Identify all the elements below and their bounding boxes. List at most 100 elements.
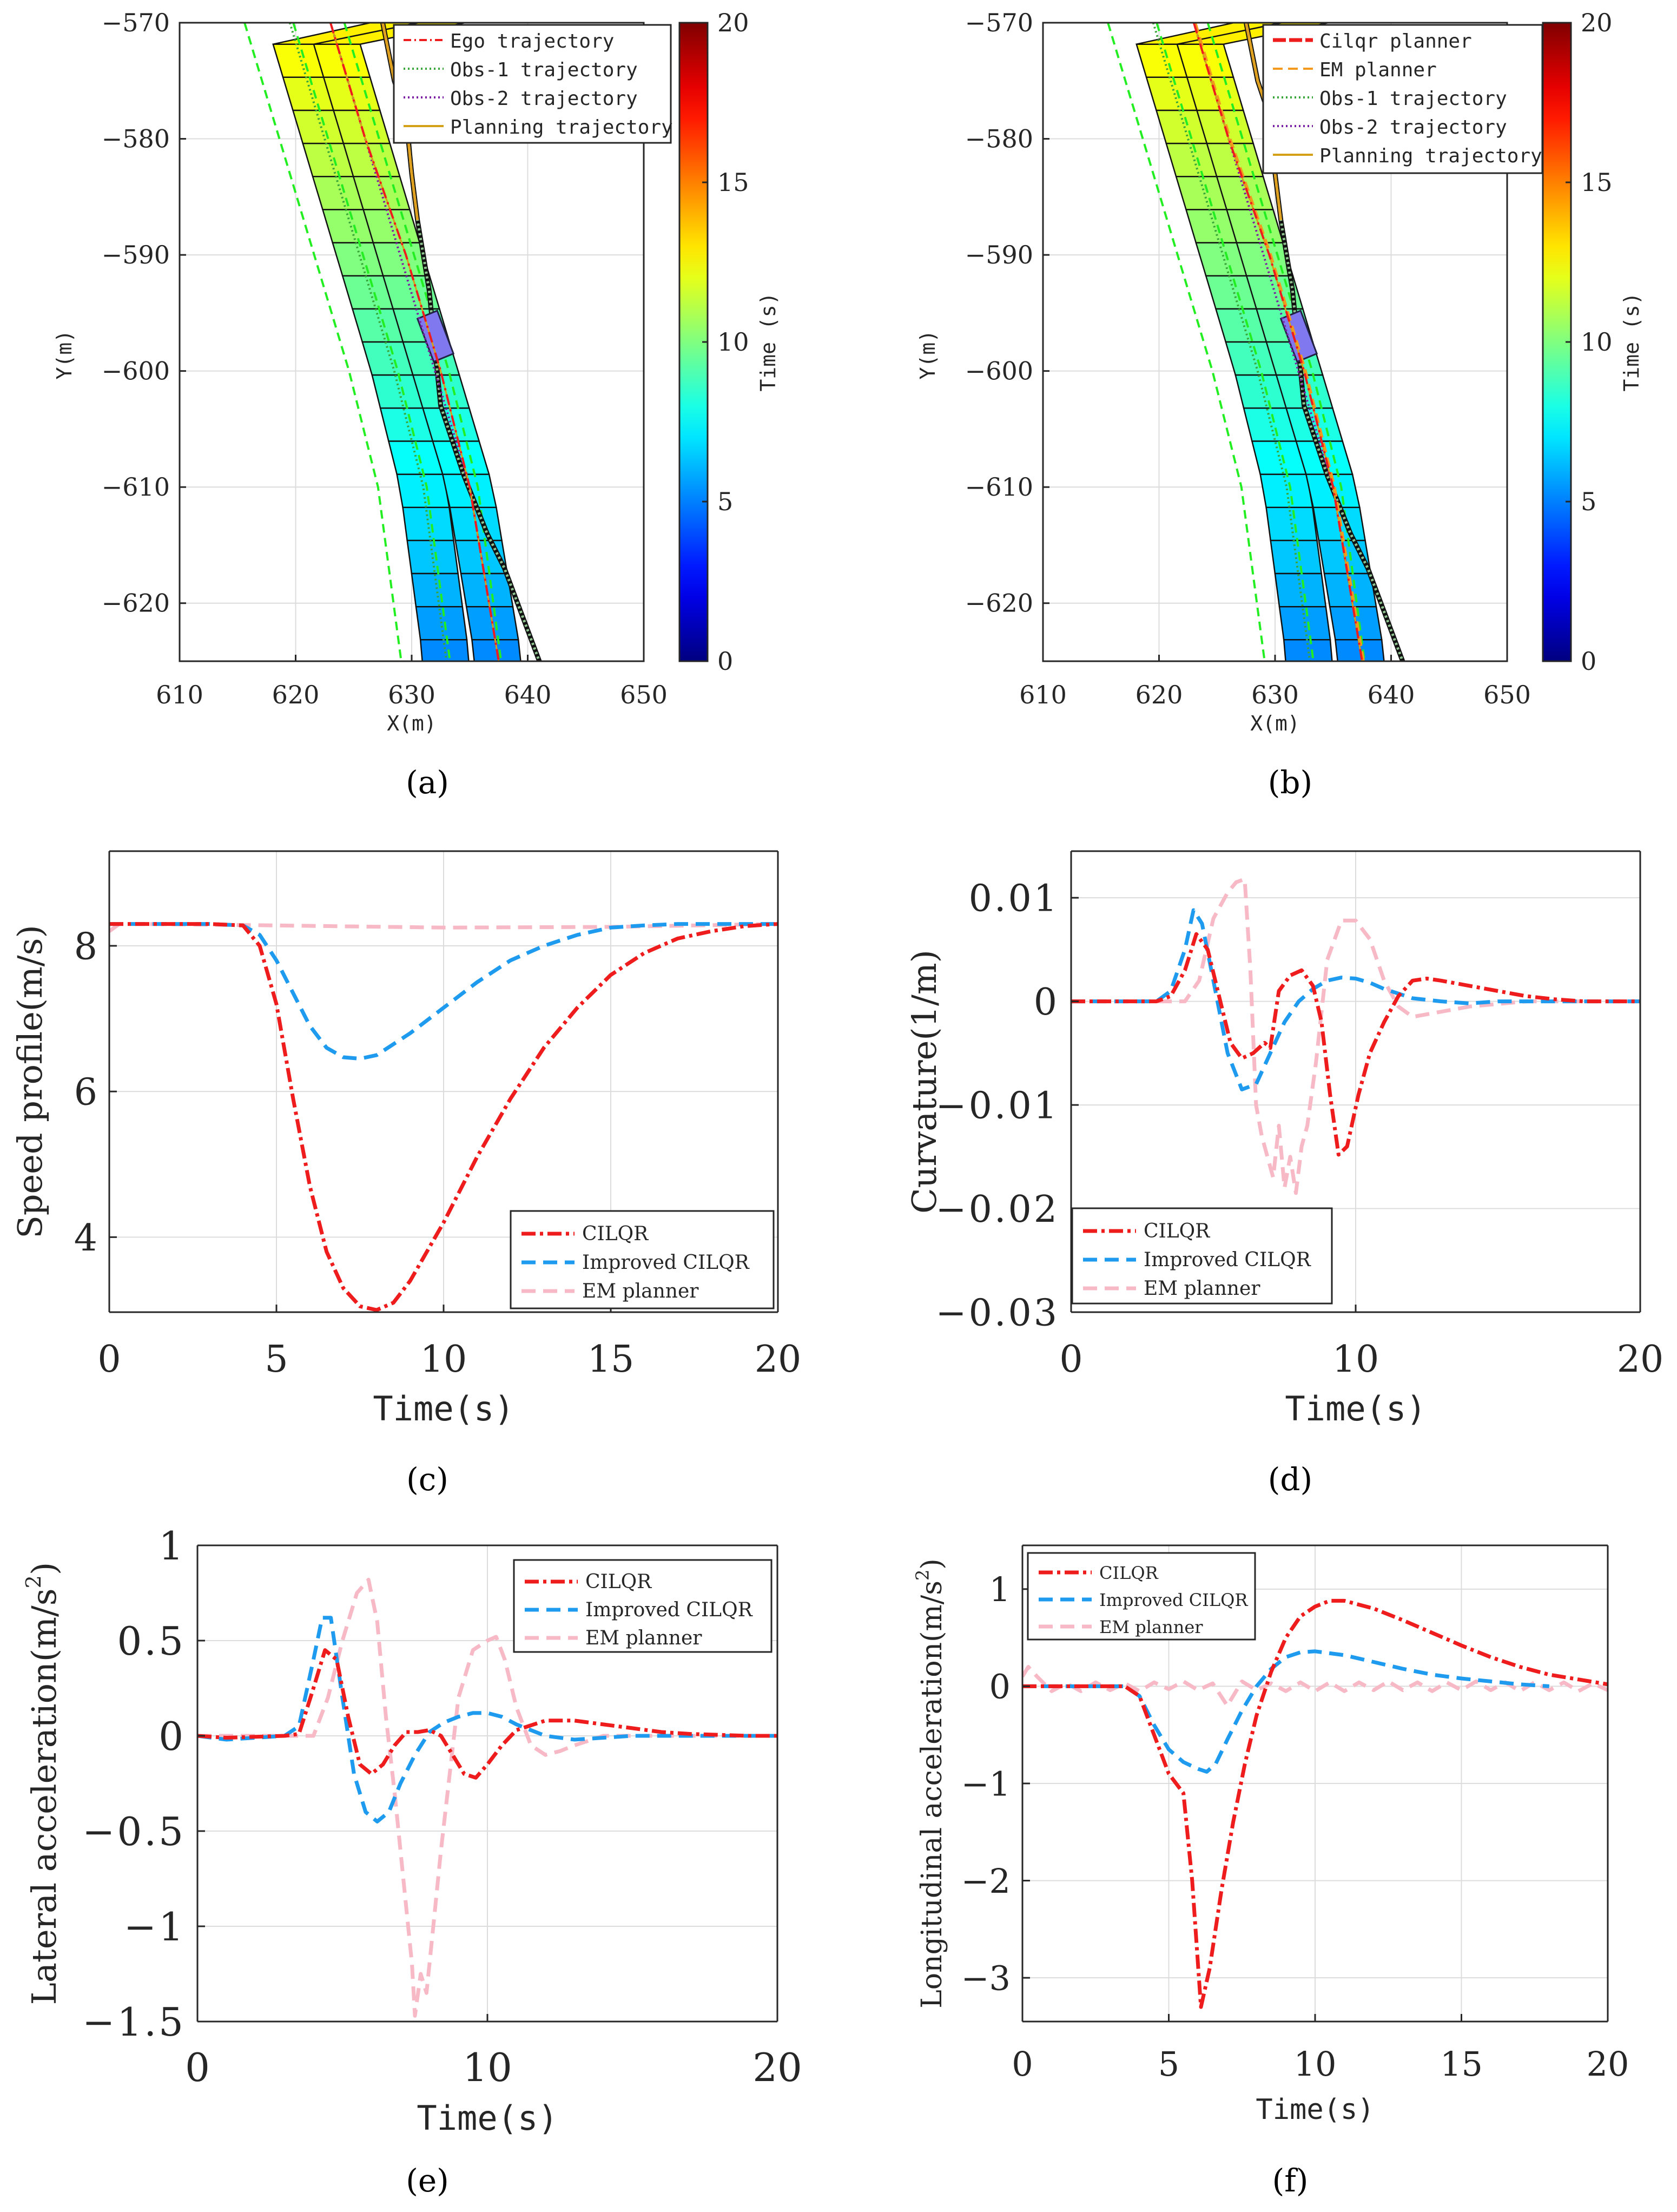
- colorbar-tick-label: 10: [717, 327, 749, 357]
- colorbar-tick-label: 15: [717, 168, 749, 197]
- x-tick-label: 0: [97, 1338, 121, 1381]
- x-tick-label: 630: [1251, 680, 1299, 709]
- y-axis-label: Speed profile(m/s): [10, 925, 50, 1238]
- y-tick-label: −0.03: [936, 1292, 1059, 1334]
- colorbar-tick-label: 0: [1581, 647, 1596, 676]
- y-tick-label: −610: [965, 472, 1033, 502]
- lane-boundary: [1107, 23, 1266, 661]
- series-cilqr: [109, 922, 778, 1312]
- x-tick-label: 0: [185, 2045, 210, 2090]
- y-tick-label: −570: [965, 8, 1033, 37]
- x-tick-label: 650: [1483, 680, 1531, 709]
- series-improved-cilqr: [1022, 1649, 1550, 1774]
- panel-label: (c): [406, 1461, 448, 1498]
- legend-label: CILQR: [1099, 1563, 1159, 1583]
- x-tick-label: 0: [1012, 2044, 1033, 2084]
- series-cilqr: [1071, 932, 1640, 1157]
- y-axis-label-close: ): [916, 1558, 948, 1569]
- panel-b: 610 620 630 640 650 −570 −580 −590 −600 −610 −620 X…: [916, 8, 1643, 801]
- y-tick-label: −590: [965, 240, 1033, 269]
- legend-label: Obs-1 trajectory: [450, 59, 638, 81]
- colorbar: 0 5 10 15 20 Time (s): [1542, 8, 1643, 676]
- x-tick-label: 10: [1332, 1338, 1379, 1381]
- colorbar-tick-label: 20: [717, 8, 749, 37]
- y-tick-label: −600: [965, 357, 1033, 386]
- legend-label: Ego trajectory: [450, 30, 614, 52]
- obstacle-footprint-block: [396, 473, 450, 508]
- y-axis-label-close: ): [24, 1562, 64, 1575]
- y-tick-label: 8: [74, 925, 97, 968]
- y-axis-label: Curvature(1/m): [904, 950, 944, 1214]
- x-tick-label: 15: [587, 1338, 635, 1381]
- legend: Cilqr planner EM planner Obs-1 trajectory O…: [1262, 24, 1543, 174]
- y-axis-label-exponent: 2: [913, 1570, 933, 1581]
- plot-content: [1022, 1598, 1608, 2009]
- x-tick-label: 640: [504, 680, 552, 709]
- series-cilqr: [1022, 1598, 1608, 2009]
- x-tick-label: 10: [463, 2045, 512, 2090]
- series-ego-trajectory: [1192, 23, 1363, 661]
- lane-boundary: [1156, 23, 1315, 661]
- legend-label: CILQR: [585, 1571, 652, 1593]
- legend-label: Improved CILQR: [1099, 1590, 1248, 1610]
- panel-d: 0 10 20 0.01 0 −0.01 −0.02 −0.03 Time(s) Curvatur…: [904, 850, 1664, 1498]
- y-tick-label: −620: [965, 589, 1033, 618]
- obstacle-footprint-block: [411, 572, 464, 608]
- x-tick-label: 0: [1059, 1338, 1082, 1381]
- series-improved-cilqr: [1071, 908, 1640, 1091]
- panel-c: 0 5 10 15 20 4 6 8 Time(s) Speed profile(m/s) CILQ…: [10, 850, 801, 1498]
- colorbar-tick-label: 5: [717, 487, 733, 516]
- y-tick-label: −0.5: [82, 1809, 186, 1854]
- y-tick-label: 0: [1034, 981, 1059, 1024]
- x-axis-label: Time(s): [1285, 1389, 1426, 1428]
- y-tick-label: −600: [102, 357, 170, 386]
- plot-content: [1107, 23, 1405, 661]
- x-tick-label: 620: [1135, 680, 1183, 709]
- legend-label: Planning trajectory: [450, 116, 673, 139]
- legend-box: [393, 24, 672, 144]
- legend-label: EM planner: [1099, 1617, 1203, 1637]
- plot-content: [1071, 877, 1640, 1195]
- series-em-planner: [1194, 23, 1365, 661]
- legend-box: [1027, 1552, 1256, 1641]
- legend: CILQR Improved CILQR EM planner: [510, 1210, 775, 1309]
- panel-label: (a): [406, 764, 449, 801]
- x-tick-label: 610: [156, 680, 203, 709]
- y-tick-label: −1: [124, 1904, 186, 1950]
- y-tick-label: −1.5: [82, 1999, 186, 2045]
- series-em-planner: [197, 1577, 777, 2018]
- series-cilqr: [197, 1648, 777, 1780]
- x-tick-label: 610: [1019, 680, 1067, 709]
- colorbar: 0 5 10 15 20 Time (s): [678, 8, 780, 676]
- x-tick-label: 5: [1158, 2044, 1179, 2084]
- x-tick-label: 640: [1368, 680, 1415, 709]
- colorbar-tick-label: 20: [1581, 8, 1613, 37]
- y-axis-label: Lateral acceleration(m/s2): [22, 1562, 64, 2005]
- x-tick-label: 20: [1617, 1338, 1664, 1381]
- legend-label: EM planner: [585, 1627, 702, 1649]
- series-obs1-trajectory: [1152, 23, 1311, 661]
- legend-label: Planning trajectory: [1319, 145, 1542, 167]
- y-tick-label: 0: [989, 1667, 1011, 1707]
- series-obs1-trajectory: [288, 23, 448, 661]
- y-tick-label: 0.01: [969, 878, 1059, 920]
- legend-label: Improved CILQR: [585, 1599, 753, 1621]
- y-tick-label: 6: [74, 1071, 97, 1114]
- y-tick-label: 0.5: [117, 1618, 186, 1664]
- series-ego-trajectory: [329, 23, 500, 661]
- x-axis-label: Time(s): [373, 1389, 514, 1428]
- legend-label: CILQR: [582, 1223, 649, 1245]
- x-axis-label: Time(s): [417, 2098, 558, 2138]
- x-tick-label: 5: [265, 1338, 288, 1381]
- x-tick-label: 10: [420, 1338, 467, 1381]
- plot-content: [109, 922, 778, 1312]
- legend-label: EM planner: [1319, 59, 1437, 81]
- colorbar-tick-label: 15: [1581, 168, 1613, 197]
- x-tick-label: 10: [1294, 2044, 1337, 2084]
- legend-label: Cilqr planner: [1319, 30, 1472, 52]
- y-axis-label-main: Longitudinal acceleration(m/s: [916, 1581, 948, 2009]
- x-axis-label: X(m): [1250, 712, 1300, 735]
- y-tick-label: 1: [159, 1523, 186, 1569]
- y-axis-label-exponent: 2: [22, 1575, 46, 1588]
